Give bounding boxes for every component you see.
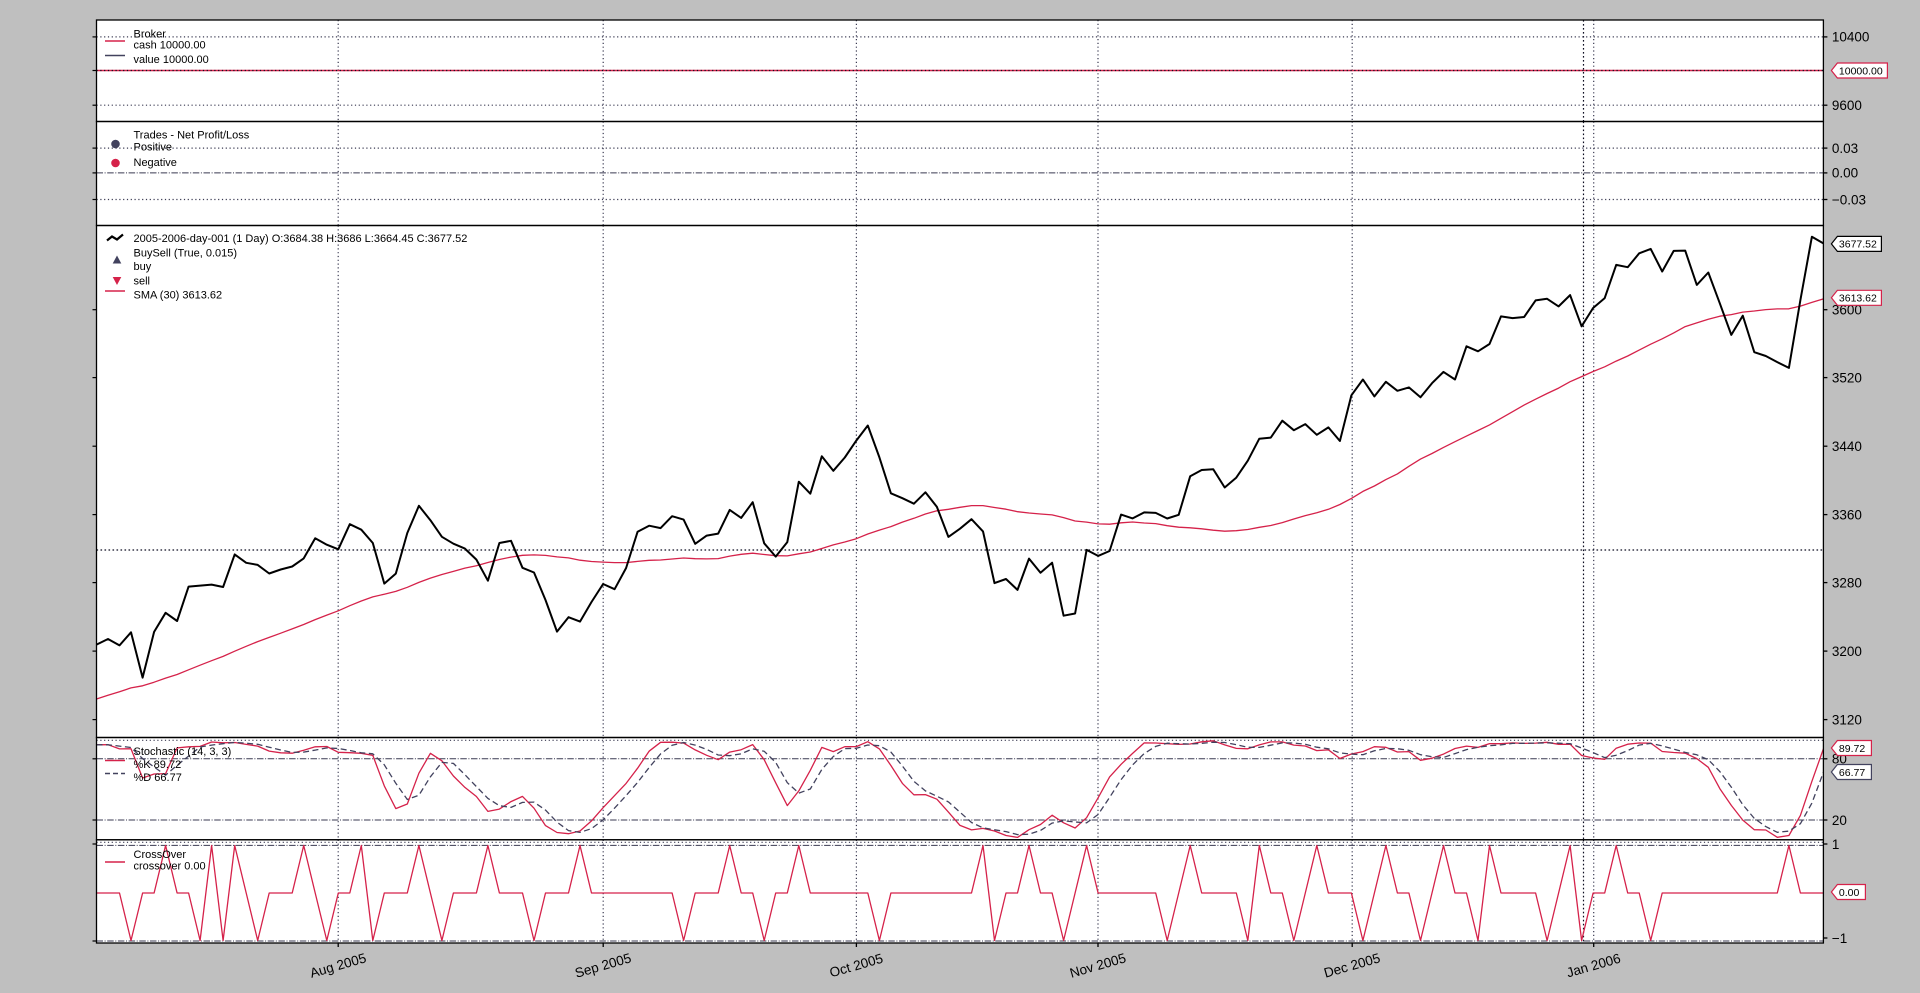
svg-text:89.72: 89.72 <box>1839 743 1865 755</box>
svg-text:3280: 3280 <box>1832 575 1862 590</box>
svg-text:SMA (30) 3613.62: SMA (30) 3613.62 <box>134 289 223 301</box>
svg-text:−0.03: −0.03 <box>1832 192 1866 207</box>
svg-text:10400: 10400 <box>1832 30 1870 45</box>
svg-text:%K 89.72: %K 89.72 <box>134 759 182 771</box>
svg-text:0.03: 0.03 <box>1832 141 1858 156</box>
svg-text:20: 20 <box>1832 813 1847 828</box>
svg-text:0.00: 0.00 <box>1832 166 1858 181</box>
svg-text:3440: 3440 <box>1832 439 1862 454</box>
svg-text:3120: 3120 <box>1832 712 1862 727</box>
svg-text:0.00: 0.00 <box>1839 887 1860 899</box>
svg-text:−1: −1 <box>1832 931 1847 946</box>
svg-text:BuySell (True, 0.015): BuySell (True, 0.015) <box>134 247 238 259</box>
svg-text:CrossOver: CrossOver <box>134 849 187 861</box>
svg-text:66.77: 66.77 <box>1839 767 1865 779</box>
svg-text:2005-2006-day-001 (1 Day) O:36: 2005-2006-day-001 (1 Day) O:3684.38 H:36… <box>134 233 468 245</box>
svg-text:3677.52: 3677.52 <box>1839 239 1877 251</box>
svg-text:Negative: Negative <box>134 157 177 169</box>
svg-text:10000.00: 10000.00 <box>1839 65 1883 77</box>
svg-text:sell: sell <box>134 275 151 287</box>
svg-text:Positive: Positive <box>134 142 173 154</box>
svg-text:crossover 0.00: crossover 0.00 <box>134 860 206 872</box>
svg-text:cash 10000.00: cash 10000.00 <box>134 39 206 51</box>
svg-text:3520: 3520 <box>1832 370 1862 385</box>
svg-text:Stochastic (14, 3, 3): Stochastic (14, 3, 3) <box>134 746 232 758</box>
svg-text:1: 1 <box>1832 837 1840 852</box>
svg-text:3613.62: 3613.62 <box>1839 293 1877 305</box>
svg-text:value 10000.00: value 10000.00 <box>134 54 209 66</box>
svg-text:%D 66.77: %D 66.77 <box>134 772 182 784</box>
svg-text:9600: 9600 <box>1832 98 1862 113</box>
svg-text:Trades - Net Profit/Loss: Trades - Net Profit/Loss <box>134 129 250 141</box>
svg-text:buy: buy <box>134 261 152 273</box>
svg-text:Broker: Broker <box>134 28 167 40</box>
svg-text:3600: 3600 <box>1832 303 1862 318</box>
svg-text:3360: 3360 <box>1832 507 1862 522</box>
svg-text:3200: 3200 <box>1832 644 1862 659</box>
